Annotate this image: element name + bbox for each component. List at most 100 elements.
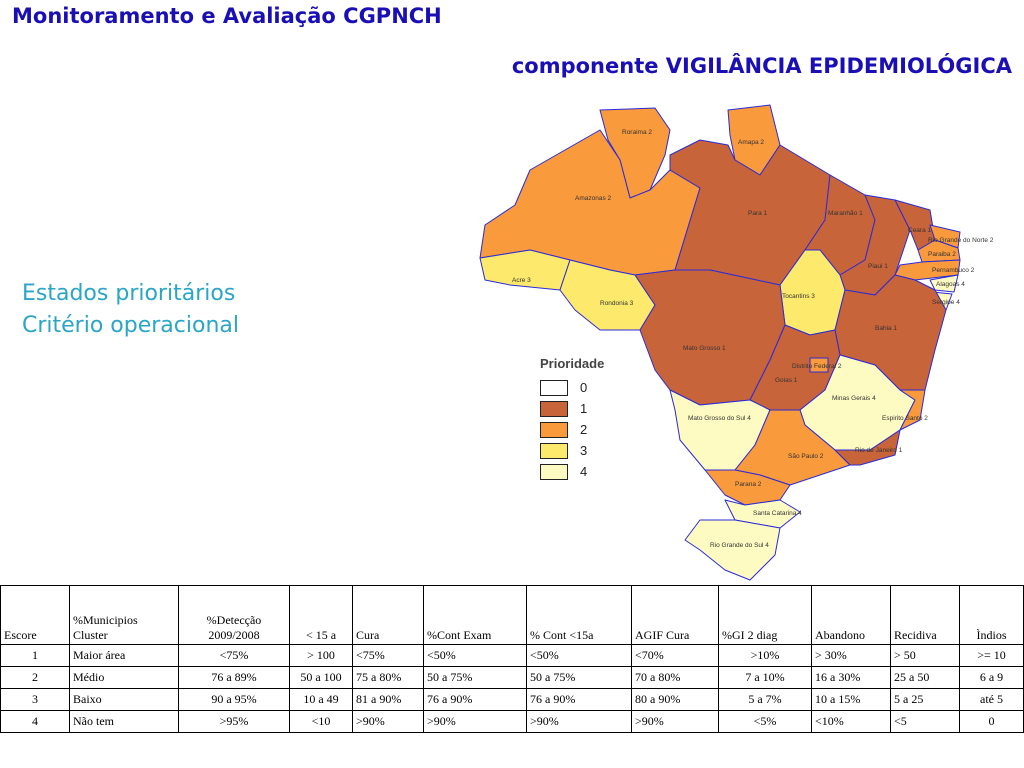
table-cell: 5 a 25 [890, 688, 960, 711]
label-mato-grosso-do-sul: Mato Grosso do Sul 4 [688, 415, 751, 422]
table-cell: >90% [423, 710, 527, 733]
table-cell: >90% [631, 710, 719, 733]
state-sao-paulo [734, 409, 851, 486]
table-cell: 25 a 50 [890, 666, 960, 689]
legend-label: 3 [580, 443, 588, 458]
col-cont-exam: %Cont Exam [423, 585, 527, 645]
legend-swatch [540, 442, 568, 459]
legend-swatch [540, 463, 568, 480]
table-cell: 76 a 89% [178, 666, 290, 689]
label-para: Para 1 [748, 210, 768, 217]
table-cell: 5 a 7% [718, 688, 812, 711]
brazil-priority-map: Roraima 2 Amapa 2 Amazonas 2 Para 1 Mara… [470, 100, 1024, 590]
table-cell: >10% [718, 644, 812, 667]
label-santa-catarina: Santa Catarina 4 [753, 510, 802, 517]
table-cell: Não tem [69, 710, 179, 733]
side-text-line1: Estados prioritários [22, 281, 236, 306]
table-cell: 75 a 80% [352, 666, 424, 689]
legend-swatch [540, 379, 568, 396]
table-cell: 6 a 9 [959, 666, 1024, 689]
label-roraima: Roraima 2 [622, 129, 652, 136]
label-espirito-santo: Espirito Santo 2 [882, 415, 928, 422]
table-header-row: Escore %Municipios Cluster %Detecção 200… [0, 585, 1024, 645]
label-minas-gerais: Minas Gerais 4 [832, 395, 876, 402]
label-sergipe: Sergipe 4 [932, 299, 960, 306]
table-cell: > 30% [811, 644, 891, 667]
label-amapa: Amapa 2 [738, 139, 764, 146]
state-parana [704, 469, 791, 506]
state-distrito-federal [809, 357, 829, 373]
legend-item-1: 1 [540, 398, 604, 419]
table-cell: 4 [0, 710, 70, 733]
table-cell: >95% [178, 710, 290, 733]
legend-item-2: 2 [540, 419, 604, 440]
label-ceara: Ceara 1 [908, 227, 932, 234]
table-cell: 0 [959, 710, 1024, 733]
state-espirito-santo [899, 389, 926, 431]
label-rondonia: Rondonia 3 [600, 300, 634, 307]
table-cell: > 50 [890, 644, 960, 667]
label-maranhao: Maranhão 1 [828, 210, 863, 217]
col-menor-15: < 15 a [289, 585, 353, 645]
col-deteccao: %Detecção 2009/2008 [178, 585, 290, 645]
page-subtitle: componente VIGILÂNCIA EPIDEMIOLÓGICA [511, 54, 1012, 78]
label-sao-paulo: São Paulo 2 [788, 453, 824, 460]
criteria-table: Escore %Municipios Cluster %Detecção 200… [0, 585, 1024, 733]
col-gi-2-diag: %GI 2 diag [718, 585, 812, 645]
table-cell: > 100 [289, 644, 353, 667]
table-cell: Médio [69, 666, 179, 689]
state-rio-de-janeiro [834, 429, 901, 466]
col-municipios-cluster: %Municipios Cluster [69, 585, 179, 645]
col-cont-15a: % Cont <15a [526, 585, 632, 645]
table-cell: 50 a 75% [526, 666, 632, 689]
table-cell: <75% [178, 644, 290, 667]
legend-swatch [540, 400, 568, 417]
table-cell: 1 [0, 644, 70, 667]
table-cell: <50% [526, 644, 632, 667]
table-cell: 50 a 75% [423, 666, 527, 689]
table-cell: 10 a 49 [289, 688, 353, 711]
label-mato-grosso: Mato Grosso 1 [683, 345, 726, 352]
legend-label: 1 [580, 401, 588, 416]
table-cell: >= 10 [959, 644, 1024, 667]
map-legend: Prioridade 0 1 2 3 4 [540, 356, 604, 482]
legend-label: 2 [580, 422, 588, 437]
col-recidiva: Recidiva [890, 585, 960, 645]
col-indios: Ìndios [959, 585, 1024, 645]
label-parana: Parana 2 [735, 481, 762, 488]
table-cell: 2 [0, 666, 70, 689]
table-cell: 10 a 15% [811, 688, 891, 711]
table-row: 1 Maior área <75% > 100 <75% <50% <50% <… [0, 644, 1024, 667]
table-cell: 80 a 90% [631, 688, 719, 711]
table-cell: <75% [352, 644, 424, 667]
state-paraiba [917, 239, 961, 263]
table-cell: 7 a 10% [718, 666, 812, 689]
label-goias: Goias 1 [775, 377, 798, 384]
legend-item-3: 3 [540, 440, 604, 461]
label-acre: Acre 3 [512, 277, 531, 284]
col-cura: Cura [352, 585, 424, 645]
table-cell: >90% [526, 710, 632, 733]
table-cell: 3 [0, 688, 70, 711]
page-title: Monitoramento e Avaliação CGPNCH [12, 4, 442, 28]
table-cell: 90 a 95% [178, 688, 290, 711]
table-row: 4 Não tem >95% <10 >90% >90% >90% >90% <… [0, 710, 1024, 733]
label-rio-grande-do-norte: Rio Grande do Norte 2 [928, 237, 994, 244]
table-row: 2 Médio 76 a 89% 50 a 100 75 a 80% 50 a … [0, 666, 1024, 689]
table-cell: <10 [289, 710, 353, 733]
side-text-line2: Critério operacional [22, 313, 239, 338]
label-rio-de-janeiro: Rio de Janeiro 1 [855, 447, 903, 454]
label-pernambuco: Pernambuco 2 [932, 267, 975, 274]
table-cell: 16 a 30% [811, 666, 891, 689]
col-escore: Escore [0, 585, 70, 645]
legend-label: 0 [580, 380, 588, 395]
table-cell: <10% [811, 710, 891, 733]
state-rio-grande-do-sul [684, 519, 781, 581]
label-rio-grande-do-sul: Rio Grande do Sul 4 [710, 542, 769, 549]
label-alagoas: Alagoas 4 [936, 281, 965, 288]
table-cell: Baixo [69, 688, 179, 711]
table-cell: 76 a 90% [423, 688, 527, 711]
label-bahia: Bahia 1 [875, 325, 897, 332]
side-text: Estados prioritários Critério operaciona… [22, 278, 239, 342]
legend-item-0: 0 [540, 377, 604, 398]
